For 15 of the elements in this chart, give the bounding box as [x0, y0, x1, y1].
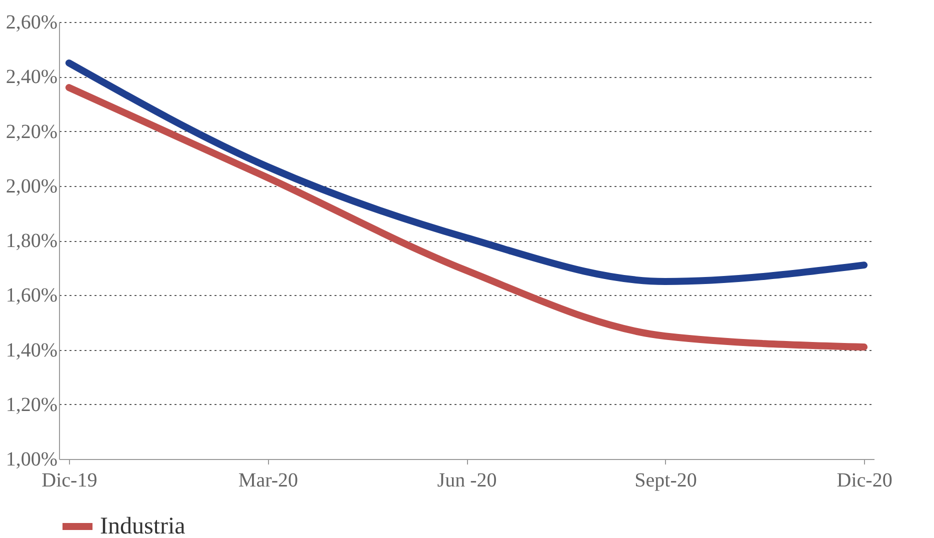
- y-tick-label: 2,40%: [6, 66, 58, 88]
- y-tick-label: 1,00%: [6, 448, 58, 470]
- x-tick-label: Dic-19: [42, 470, 98, 492]
- y-tick-label: 1,20%: [6, 394, 58, 416]
- legend-label: Industria: [100, 514, 186, 538]
- y-tick-label: 1,80%: [6, 230, 58, 252]
- y-tick-label: 2,20%: [6, 120, 58, 143]
- y-tick-label: 2,00%: [6, 175, 58, 198]
- x-tick-label: Sept-20: [634, 470, 697, 492]
- x-tick-label: Mar-20: [238, 470, 298, 492]
- y-tick-label: 2,60%: [6, 12, 58, 34]
- x-tick-label: Jun -20: [437, 470, 497, 492]
- x-tick-label: Dic-20: [836, 470, 892, 492]
- y-tick-label: 1,60%: [6, 284, 58, 307]
- y-tick-label: 1,40%: [6, 339, 58, 362]
